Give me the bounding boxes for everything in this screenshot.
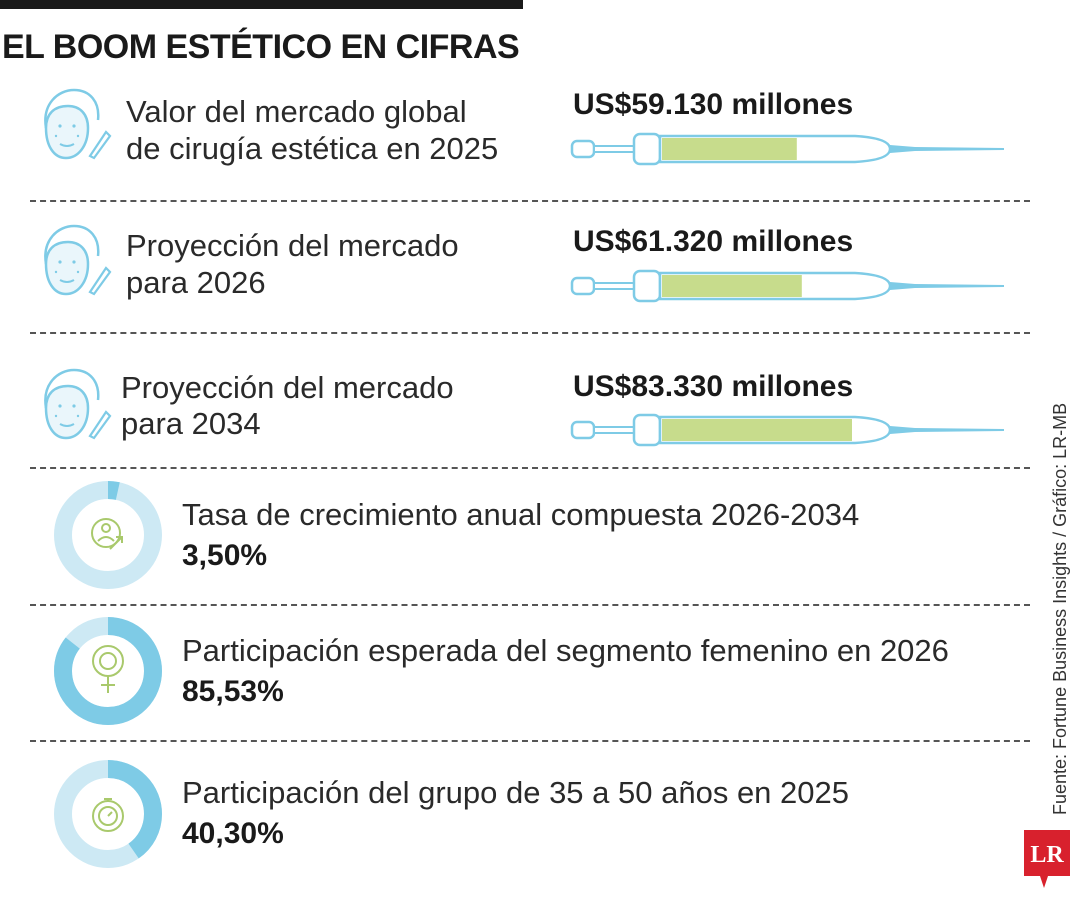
- divider: [30, 604, 1030, 606]
- market-label-line1: Valor del mercado global: [126, 94, 467, 129]
- market-label-line2: de cirugía estética en 2025: [126, 131, 499, 166]
- percent-value: 85,53%: [182, 675, 284, 708]
- syringe-fill: [662, 275, 802, 297]
- donut-slice: [54, 481, 162, 589]
- market-value: US$83.330 millones: [573, 370, 854, 403]
- percent-label: Participación del grupo de 35 a 50 años …: [182, 775, 849, 810]
- logo-text: LR: [1030, 842, 1064, 868]
- syringe-fill: [662, 419, 852, 441]
- syringe-gauge: [570, 132, 1004, 166]
- divider: [30, 467, 1030, 469]
- percent-label: Tasa de crecimiento anual compuesta 2026…: [182, 497, 860, 532]
- donut-slice: [54, 617, 162, 725]
- market-label-line1: Proyección del mercado: [121, 370, 454, 405]
- source-credit: Fuente: Fortune Business Insights / Gráf…: [1050, 402, 1070, 815]
- market-value: US$61.320 millones: [573, 225, 854, 258]
- divider: [30, 740, 1030, 742]
- donut-chart: [54, 760, 162, 868]
- lr-logo: LR: [1024, 830, 1070, 888]
- market-label-line1: Proyección del mercado: [126, 228, 459, 263]
- donut-chart: [54, 617, 162, 725]
- percent-value: 40,30%: [182, 817, 284, 850]
- face-surgery-icon: [44, 88, 112, 160]
- market-value: US$59.130 millones: [573, 88, 854, 121]
- market-label-line2: para 2026: [126, 265, 266, 300]
- syringe-fill: [662, 138, 797, 160]
- face-surgery-icon: [44, 368, 112, 440]
- percent-label: Participación esperada del segmento feme…: [182, 633, 949, 668]
- percent-value: 3,50%: [182, 539, 268, 572]
- market-label-line2: para 2034: [121, 406, 261, 441]
- divider: [30, 200, 1030, 202]
- donut-slice: [54, 760, 162, 868]
- top-rule: [0, 0, 523, 9]
- page-title: EL BOOM ESTÉTICO EN CIFRAS: [2, 28, 520, 66]
- divider: [30, 332, 1030, 334]
- stopwatch-icon: [92, 798, 124, 832]
- growth-person-icon: [91, 518, 123, 550]
- female-symbol-icon: [92, 645, 124, 693]
- syringe-gauge: [570, 413, 1004, 447]
- donut-chart: [54, 481, 162, 589]
- face-surgery-icon: [44, 224, 112, 296]
- syringe-gauge: [570, 269, 1004, 303]
